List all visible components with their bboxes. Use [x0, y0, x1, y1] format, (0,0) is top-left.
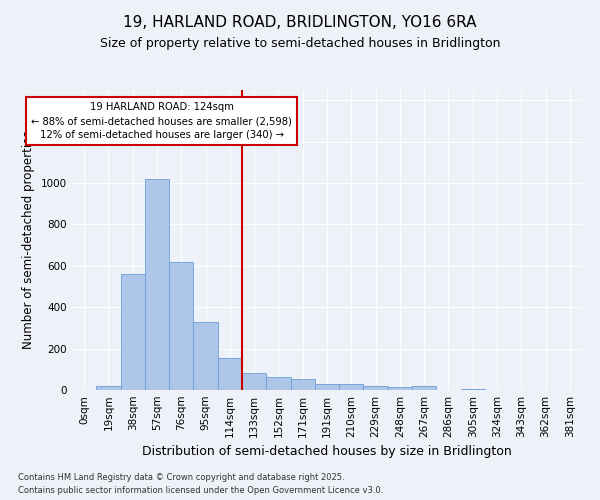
Bar	[145, 179, 169, 390]
Bar	[169, 262, 193, 390]
Bar	[315, 384, 339, 390]
Text: Size of property relative to semi-detached houses in Bridlington: Size of property relative to semi-detach…	[100, 38, 500, 51]
Text: 19 HARLAND ROAD: 124sqm
← 88% of semi-detached houses are smaller (2,598)
12% of: 19 HARLAND ROAD: 124sqm ← 88% of semi-de…	[31, 102, 292, 141]
Bar	[242, 374, 266, 390]
Bar	[412, 386, 436, 390]
Bar	[364, 386, 388, 390]
Text: 19, HARLAND ROAD, BRIDLINGTON, YO16 6RA: 19, HARLAND ROAD, BRIDLINGTON, YO16 6RA	[123, 15, 477, 30]
Text: Contains public sector information licensed under the Open Government Licence v3: Contains public sector information licen…	[18, 486, 383, 495]
Bar	[193, 322, 218, 390]
Bar	[266, 376, 290, 390]
Bar	[96, 386, 121, 390]
Bar	[290, 378, 315, 390]
Text: Contains HM Land Registry data © Crown copyright and database right 2025.: Contains HM Land Registry data © Crown c…	[18, 474, 344, 482]
Bar	[461, 389, 485, 390]
Bar	[339, 384, 364, 390]
Bar	[218, 358, 242, 390]
Y-axis label: Number of semi-detached properties: Number of semi-detached properties	[22, 130, 35, 350]
Bar	[121, 274, 145, 390]
X-axis label: Distribution of semi-detached houses by size in Bridlington: Distribution of semi-detached houses by …	[142, 446, 512, 458]
Bar	[388, 387, 412, 390]
